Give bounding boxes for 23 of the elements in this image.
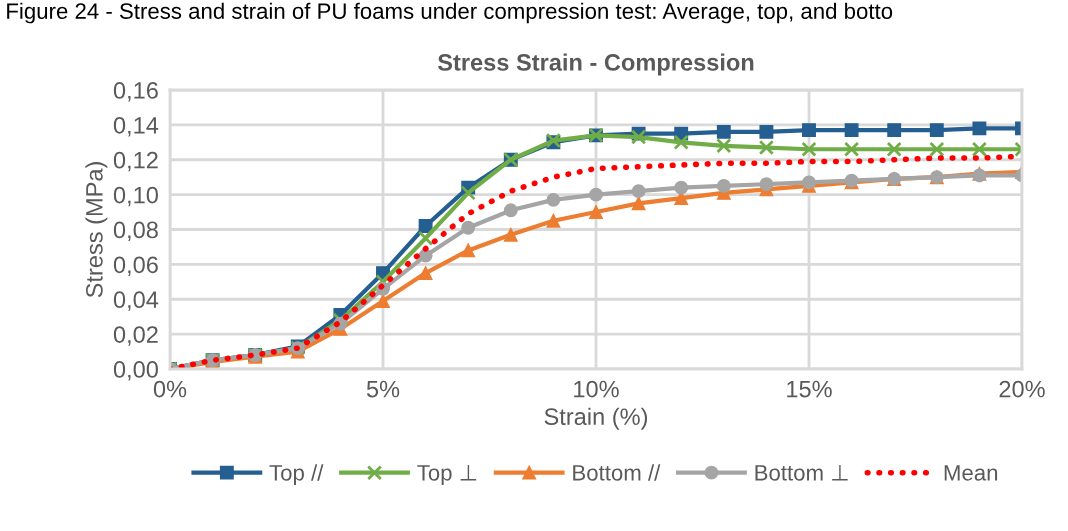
- y-tick-label: 0,02: [113, 326, 158, 346]
- y-tick-label: 0,10: [113, 186, 158, 207]
- x-tick-label: 15%: [787, 380, 832, 398]
- y-axis-title: Stress (MPa): [85, 162, 108, 298]
- x-tick-label: 20%: [999, 380, 1045, 398]
- y-tick-label: 0,08: [113, 221, 158, 242]
- legend-label: Mean: [944, 465, 998, 481]
- x-tick-label: 10%: [574, 380, 619, 398]
- y-tick-label: 0,06: [113, 256, 158, 276]
- legend-label: Bottom ⊥: [755, 464, 848, 481]
- legend-label: Top ⊥: [417, 464, 477, 486]
- x-axis-title: Strain (%): [544, 407, 648, 430]
- y-tick-label: 0,04: [113, 291, 159, 311]
- legend-label: Top //: [269, 464, 324, 486]
- x-tick-label: 0%: [153, 380, 187, 398]
- legend-label: Bottom //: [573, 464, 661, 481]
- x-tick-label: 5%: [366, 380, 400, 398]
- chart-title: Stress Strain - Compression: [437, 53, 754, 76]
- caption: Figure 24 - Stress and strain of PU foams under compression test: Average, top, and botto: [7, 2, 893, 24]
- y-tick-label: 0,00: [113, 361, 158, 381]
- y-tick-label: 0,14: [113, 116, 159, 137]
- y-tick-label: 0,16: [113, 82, 158, 102]
- y-tick-label: 0,12: [113, 151, 158, 172]
